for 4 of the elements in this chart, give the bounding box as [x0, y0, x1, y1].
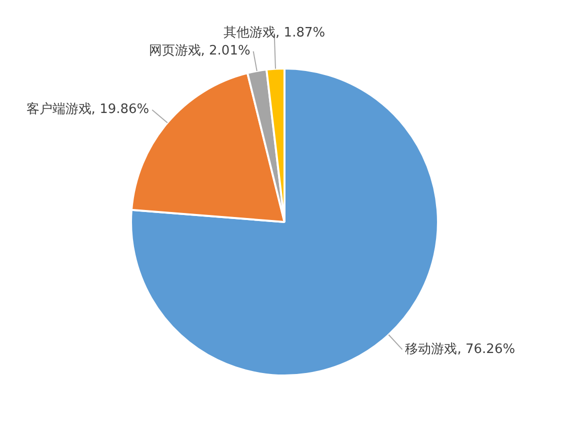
slice-label: 网页游戏, 2.01% [148, 44, 250, 59]
slice-label: 客户端游戏, 19.86% [26, 101, 150, 118]
slice-label: 移动游戏, 76.26% [405, 342, 516, 357]
slice-label: 其他游戏, 1.87% [224, 26, 326, 41]
